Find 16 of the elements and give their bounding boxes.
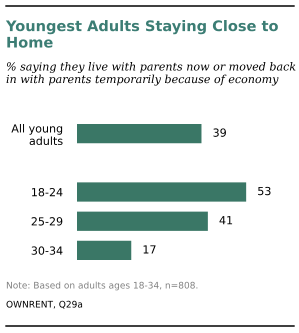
y-tick-label: All young adults [11,124,63,146]
bar [77,212,208,231]
bar [77,240,132,260]
data-label: 17 [144,245,156,254]
data-label: 53 [258,186,271,196]
text: OWNRENT, Q29a [6,300,82,309]
chart-subtitle: % saying they live with parents now or moved back in with parents temporarily because of economy [6,62,296,86]
bar [77,182,246,202]
data-label: 39 [213,128,226,137]
y-tick-label: 25-29 [32,217,62,226]
text: Note: Based on adults ages 18-34, n=808. [6,282,198,290]
y-tick-label: 18-24 [32,188,62,196]
bar [77,124,202,144]
data-label: 41 [220,216,232,224]
chart-title: Youngest Adults Staying Close to Home [6,20,278,48]
y-tick-label: 30-34 [32,246,62,255]
